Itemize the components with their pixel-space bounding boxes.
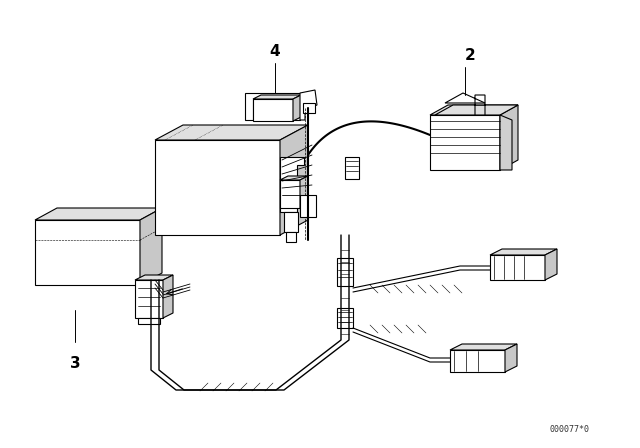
Polygon shape <box>435 103 518 115</box>
Polygon shape <box>253 95 301 99</box>
Polygon shape <box>430 115 500 170</box>
Polygon shape <box>163 275 173 318</box>
Polygon shape <box>490 255 545 280</box>
Text: 4: 4 <box>269 44 280 59</box>
Bar <box>345 157 359 179</box>
Polygon shape <box>280 176 308 180</box>
Polygon shape <box>300 176 308 208</box>
Bar <box>337 308 353 328</box>
Polygon shape <box>35 208 162 220</box>
Polygon shape <box>135 275 173 280</box>
Bar <box>337 258 353 286</box>
Polygon shape <box>293 95 301 121</box>
Polygon shape <box>280 180 300 208</box>
Polygon shape <box>253 99 293 121</box>
Text: 3: 3 <box>70 356 80 371</box>
Polygon shape <box>135 280 163 318</box>
Polygon shape <box>155 125 308 140</box>
Bar <box>284 212 298 232</box>
Text: 2: 2 <box>465 48 476 63</box>
Polygon shape <box>280 125 308 235</box>
Polygon shape <box>138 318 160 324</box>
Bar <box>286 232 296 242</box>
Polygon shape <box>505 344 517 372</box>
Polygon shape <box>500 105 518 170</box>
Polygon shape <box>155 140 280 235</box>
Text: 000077*0: 000077*0 <box>550 426 590 435</box>
Polygon shape <box>490 249 557 255</box>
Polygon shape <box>430 105 518 115</box>
Bar <box>300 195 316 217</box>
Polygon shape <box>35 220 140 285</box>
Polygon shape <box>300 90 317 120</box>
Polygon shape <box>445 93 485 103</box>
Polygon shape <box>545 249 557 280</box>
Bar <box>303 103 315 113</box>
Polygon shape <box>280 157 304 212</box>
Polygon shape <box>140 208 162 285</box>
Polygon shape <box>500 115 512 170</box>
Polygon shape <box>450 344 517 350</box>
Polygon shape <box>450 350 505 372</box>
Polygon shape <box>245 93 300 120</box>
